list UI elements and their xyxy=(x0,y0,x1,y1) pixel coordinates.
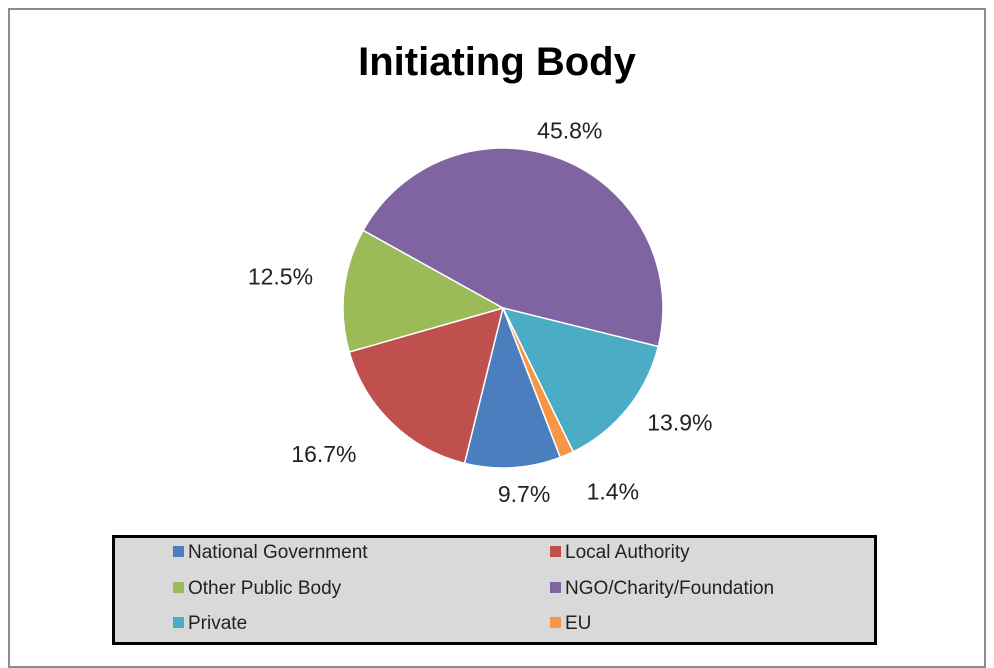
legend-label: Private xyxy=(188,613,248,634)
legend: National Government Local Authority Othe… xyxy=(112,535,877,645)
legend-label: EU xyxy=(565,613,592,634)
legend-swatch-national-government xyxy=(173,546,184,557)
pie-slice xyxy=(501,306,660,453)
legend-item-local-authority: Local Authority xyxy=(550,542,690,564)
pie-slice xyxy=(342,229,505,353)
pie-slice xyxy=(348,306,505,465)
legend-swatch-ngo xyxy=(550,582,561,593)
legend-label: Other Public Body xyxy=(188,578,342,599)
legend-swatch-eu xyxy=(550,617,561,628)
legend-label: Local Authority xyxy=(565,542,690,563)
legend-label: National Government xyxy=(188,542,368,563)
legend-swatch-other-public-body xyxy=(173,582,184,593)
pie-slice xyxy=(502,307,575,459)
legend-item-national-government: National Government xyxy=(173,542,368,564)
legend-item-private: Private xyxy=(173,613,247,635)
data-label: 13.9% xyxy=(647,410,712,436)
legend-swatch-local-authority xyxy=(550,546,561,557)
chart-title: Initiating Body xyxy=(358,40,636,84)
legend-swatch-private xyxy=(173,617,184,628)
pie-slice xyxy=(463,305,562,469)
pie-slice xyxy=(362,147,664,348)
legend-label: NGO/Charity/Foundation xyxy=(565,578,775,599)
data-label: 1.4% xyxy=(587,478,639,504)
data-label: 45.8% xyxy=(537,117,602,143)
data-label: 12.5% xyxy=(248,263,313,289)
data-label: 9.7% xyxy=(498,481,550,507)
legend-item-other-public-body: Other Public Body xyxy=(173,578,341,600)
legend-item-ngo: NGO/Charity/Foundation xyxy=(550,578,774,600)
legend-item-eu: EU xyxy=(550,613,591,635)
data-label: 16.7% xyxy=(291,441,356,467)
